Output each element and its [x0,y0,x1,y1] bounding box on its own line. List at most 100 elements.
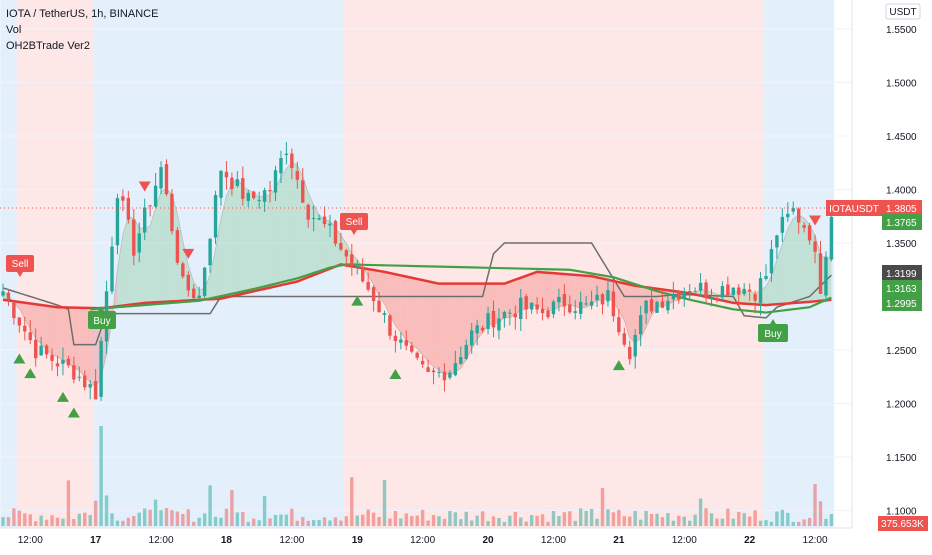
candle-body [350,254,354,266]
candle-body [797,208,801,223]
candle-body [780,216,785,233]
volume-bar [399,518,403,526]
volume-bar [72,518,76,526]
volume-bar [431,515,436,526]
volume-bar [682,516,686,526]
cloud-segment [531,271,538,307]
cloud-segment [79,307,85,378]
time-tick-9: 21 [613,535,625,546]
candle-body [726,284,730,296]
volume-bar [333,517,338,526]
cloud-segment [62,307,69,364]
volume-bar [153,499,158,526]
candle-body [769,249,774,274]
cloud-segment [433,282,439,371]
cloud-segment [580,275,587,308]
candle-body [426,367,430,372]
volume-bar [753,510,757,526]
cloud-segment [286,162,292,284]
candle-body [159,167,163,189]
candle-body [202,267,207,296]
candle-body [786,213,790,218]
candle-body [284,153,289,156]
volume-bar [486,521,490,526]
volume-bar [246,521,250,526]
volume-bar [279,514,283,526]
chart-legend: IOTA / TetherUS, 1h, BINANCE Vol OH2BTra… [6,6,158,54]
candle-body [235,179,240,186]
candle-body [273,170,278,193]
price-tick-4: 1.3500 [886,239,917,250]
candle-body [431,370,436,373]
green-ma-badge: 1.2995 [882,295,922,311]
candle-body [382,313,387,315]
vol-indicator-label[interactable]: Vol [6,24,22,36]
cloud-segment [122,216,129,306]
cloud-segment [248,189,254,293]
candle-body [295,171,299,180]
candle-body [742,288,746,294]
volume-bar [202,513,207,526]
candle-body [164,164,169,195]
cloud-segment [575,274,581,308]
cloud-segment [291,162,298,283]
cloud-segment [569,274,576,307]
volume-bar [268,518,272,526]
candle-body [219,170,223,198]
candle-body [644,300,648,314]
volume-bar [491,516,496,526]
candle-body [224,171,229,178]
time-tick-2: 12:00 [149,535,174,546]
cloud-segment [226,183,232,298]
cloud-segment [439,283,445,375]
price-tick-8: 1.1000 [886,507,917,518]
cloud-segment [749,290,756,305]
volume-bar [115,520,120,526]
buy-tag-2: Buy [758,319,788,342]
volume-bar [606,509,610,526]
volume-bar [797,521,801,526]
volume-bar [519,517,523,526]
candle-body [606,290,610,302]
candle-body [388,315,392,336]
candle-body [671,294,676,300]
volume-bar [230,490,234,526]
green-upper-value: 1.3765 [886,218,917,229]
volume-bar [213,516,218,526]
cloud-segment [428,281,434,367]
volume-bar [170,510,174,526]
volume-bar [617,509,621,526]
volume-bar [622,516,626,526]
volume-bar [295,520,299,526]
cloud-segment [406,276,412,345]
volume-bar [769,521,774,526]
candle-body [775,235,779,248]
candle-body [175,230,180,263]
candle-body [153,185,158,207]
candle-body [186,274,190,291]
volume-bar [175,511,180,526]
time-axis[interactable]: 12:00 17 12:00 18 12:00 19 12:00 20 12:00 21 12:00… [0,527,852,546]
volume-bar [453,512,458,526]
symbol-title[interactable]: IOTA / TetherUS, 1h, BINANCE [6,8,159,20]
cloud-segment [384,271,390,316]
candle-body [709,297,714,300]
candle-body [23,325,27,332]
volume-bar [737,511,741,526]
symbol-tag: IOTAUSDT [826,200,882,216]
candle-body [290,153,294,169]
volume-bar [121,520,125,526]
volume-bar [371,512,376,526]
candle-body [88,384,92,388]
custom-indicator-label[interactable]: OH2BTrade Ver2 [6,40,90,52]
cloud-segment [586,275,592,308]
volume-badge: 375.653K [878,516,928,531]
volume-bar [579,508,583,526]
candle-body [393,335,398,342]
time-tick-12: 12:00 [803,535,828,546]
candle-body [693,291,697,293]
candle-body [339,243,343,250]
volume-bar [39,515,43,526]
